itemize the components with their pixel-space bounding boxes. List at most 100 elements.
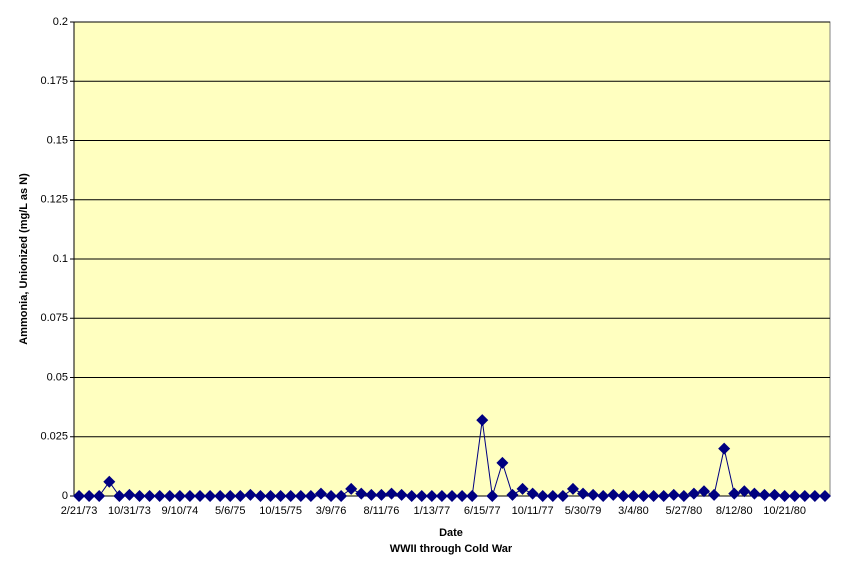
data-point [395,488,408,501]
y-tick-label: 0.075 [40,312,68,324]
x-tick-label: 8/12/80 [716,505,753,517]
x-tick-label: 5/30/79 [565,505,602,517]
data-point [677,490,690,502]
data-point [425,490,438,502]
data-point [244,488,257,501]
data-point [355,487,368,500]
x-axis-label: Date [439,527,463,539]
data-point [748,487,761,500]
data-point [284,490,297,502]
data-point [214,490,227,502]
data-point [788,490,801,502]
data-point [778,490,791,502]
data-point [123,488,136,501]
data-point [597,490,610,502]
y-tick-label: 0.025 [40,431,68,443]
data-point [304,490,317,502]
data-point [274,490,287,502]
data-point [758,488,771,501]
x-tick-label: 10/21/80 [763,505,806,517]
x-axis-subtitle: WWII through Cold War [390,543,513,555]
x-tick-label: 5/27/80 [665,505,702,517]
data-point [516,482,529,495]
x-tick-label: 5/6/75 [215,505,246,517]
data-point [577,487,590,500]
data-point [415,490,428,502]
data-point [818,490,831,502]
y-tick-label: 0 [62,490,68,502]
data-point [254,490,267,502]
x-tick-label: 2/21/73 [61,505,98,517]
y-axis-label: Ammonia, Unionized (mg/L as N) [18,173,30,345]
data-point [173,490,186,502]
x-tick-label: 3/9/76 [316,505,347,517]
x-tick-label: 10/15/75 [259,505,302,517]
data-point [183,490,196,502]
data-point [566,482,579,495]
data-point [486,490,499,502]
data-point [546,490,559,502]
data-point [113,490,126,502]
x-tick-label: 10/31/73 [108,505,151,517]
data-point [667,488,680,501]
data-point [687,487,700,500]
data-point [345,482,358,495]
data-point [768,488,781,501]
x-tick-label: 6/15/77 [464,505,501,517]
data-point [698,485,710,498]
data-point [194,490,206,502]
data-point [335,490,348,502]
x-tick-label: 3/4/80 [618,505,649,517]
data-point [536,490,549,502]
data-point [808,490,821,502]
data-point [476,414,489,427]
data-point [294,490,307,502]
data-point [627,490,640,502]
y-tick-label: 0.05 [47,371,68,383]
data-point [93,490,106,502]
data-point [435,490,448,502]
data-point [405,490,418,502]
y-tick-label: 0.1 [53,253,68,265]
x-tick-label: 1/13/77 [413,505,450,517]
x-tick-label: 8/11/76 [363,505,399,517]
data-point [163,490,176,502]
data-point [133,490,146,502]
data-point [657,490,670,502]
y-tick-label: 0.15 [47,134,68,146]
x-tick-label: 9/10/74 [161,505,198,517]
data-point [506,488,519,501]
data-point [496,456,509,469]
data-point [204,490,217,502]
data-point [73,490,86,502]
data-point [637,490,650,502]
data-point [647,490,660,502]
data-point [314,487,327,500]
data-point [617,490,630,502]
data-point [385,487,398,500]
y-tick-label: 0.2 [53,16,68,28]
data-point [708,488,721,501]
data-point [738,485,751,498]
data-point [526,487,539,500]
data-point [234,490,247,502]
data-point [264,490,277,502]
data-point [224,490,237,502]
data-point [587,488,600,501]
data-point [607,488,620,501]
data-point [325,490,338,502]
data-point [143,490,156,502]
data-point [446,490,458,502]
data-point [556,490,569,502]
data-point [375,488,388,501]
data-point [365,488,378,501]
data-point [798,490,811,502]
data-point [103,475,116,488]
data-point [466,490,479,502]
y-tick-label: 0.125 [40,194,68,206]
data-point [83,490,96,502]
data-point [153,490,166,502]
data-point [718,442,731,455]
x-tick-label: 10/11/77 [512,505,554,517]
